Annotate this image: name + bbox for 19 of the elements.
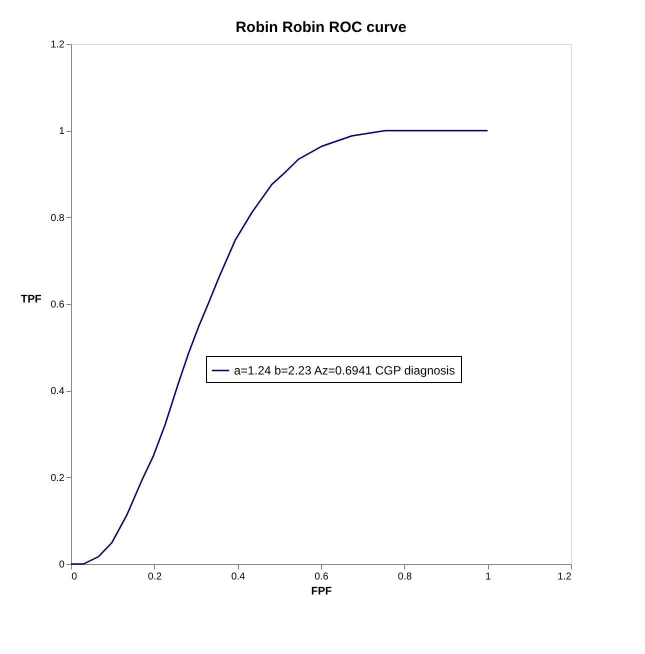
x-tick-label: 0.4 xyxy=(231,572,246,582)
x-tick-label: 0 xyxy=(72,572,78,582)
y-tick-label: 0.6 xyxy=(50,300,65,310)
line-series xyxy=(70,130,488,565)
y-tick-label: 0.8 xyxy=(50,212,65,224)
x-tick-label: 0.6 xyxy=(314,572,329,582)
y-tick-label: 0 xyxy=(58,560,65,570)
x-axis-title: FPF xyxy=(311,586,332,598)
y-tick-label: 0.4 xyxy=(50,386,65,398)
x-tick-label: 0.2 xyxy=(148,572,162,582)
chart-title: Robin Robin ROC curve xyxy=(236,19,406,36)
x-tick-label: 0.8 xyxy=(398,572,412,582)
y-axis-title: TPF xyxy=(20,294,42,306)
x-tick-label: 1.2 xyxy=(558,572,572,582)
legend-label: a=1.24 b=2.23 Az=0.6941 CGP diagnosis xyxy=(234,364,455,378)
y-tick-label: 1 xyxy=(58,126,65,138)
x-tick-label: 1 xyxy=(485,572,492,582)
y-tick-label: 1.2 xyxy=(50,40,65,50)
y-tick-label: 0.2 xyxy=(50,472,65,484)
